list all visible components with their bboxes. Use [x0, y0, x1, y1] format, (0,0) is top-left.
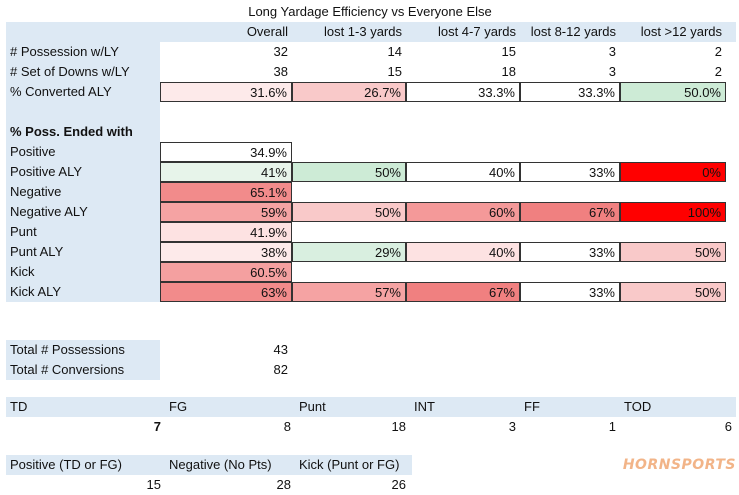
- data-cell: 33.3%: [520, 82, 620, 102]
- outcome-value: 6: [724, 419, 732, 434]
- row-label: Punt ALY: [6, 242, 160, 262]
- outcome-label: TD: [10, 399, 28, 414]
- row-label: % Converted ALY: [6, 82, 160, 102]
- outcome-label: FG: [169, 399, 188, 414]
- data-cell: 67%: [520, 202, 620, 222]
- summary-label: Kick (Punt or FG): [299, 457, 400, 472]
- data-cell: 33%: [520, 162, 620, 182]
- data-cell: 3: [520, 42, 620, 62]
- data-cell: 50%: [292, 162, 406, 182]
- sheet-title: Long Yardage Efficiency vs Everyone Else: [248, 4, 492, 19]
- data-cell: 2: [620, 42, 726, 62]
- outcome-label: INT: [414, 399, 435, 414]
- data-cell: 15: [406, 42, 520, 62]
- column-header: lost >12 yards: [640, 24, 722, 39]
- outcome-label: FF: [524, 399, 540, 414]
- section-header: % Poss. Ended with: [6, 122, 160, 142]
- data-cell: 67%: [406, 282, 520, 302]
- hornsports-logo: HORNSPORTS: [622, 457, 736, 473]
- data-cell: 65.1%: [160, 182, 292, 202]
- summary-value: 26: [391, 477, 406, 492]
- row-label: Positive: [6, 142, 160, 162]
- data-cell: 31.6%: [160, 82, 292, 102]
- row-label: # Set of Downs w/LY: [6, 62, 160, 82]
- outcome-label: TOD: [624, 399, 652, 414]
- data-cell: 41%: [160, 162, 292, 182]
- column-header: lost 8-12 yards: [530, 24, 616, 39]
- data-cell: 34.9%: [160, 142, 292, 162]
- total-value: 43: [273, 342, 288, 357]
- outcome-label: Punt: [299, 399, 326, 414]
- header-row-background: [6, 22, 736, 42]
- outcome-value: 18: [391, 419, 406, 434]
- summary-label: Positive (TD or FG): [10, 457, 122, 472]
- row-label: Negative ALY: [6, 202, 160, 222]
- data-cell: 14: [292, 42, 406, 62]
- outcome-value: 1: [608, 419, 616, 434]
- data-cell: 63%: [160, 282, 292, 302]
- outcome-value: 7: [153, 419, 161, 434]
- row-label: Kick: [6, 262, 160, 282]
- total-value: 82: [273, 362, 288, 377]
- data-cell: 40%: [406, 242, 520, 262]
- data-cell: 50%: [620, 282, 726, 302]
- data-cell: 38%: [160, 242, 292, 262]
- row-label: Negative: [6, 182, 160, 202]
- column-header: lost 1-3 yards: [323, 24, 402, 39]
- label-column-spacer: [6, 102, 160, 122]
- total-label: Total # Conversions: [6, 360, 160, 380]
- data-cell: 50%: [620, 242, 726, 262]
- data-cell: 38: [160, 62, 292, 82]
- total-label: Total # Possessions: [6, 340, 160, 360]
- data-cell: 18: [406, 62, 520, 82]
- column-header: Overall: [246, 24, 288, 39]
- data-cell: 60.5%: [160, 262, 292, 282]
- data-cell: 32: [160, 42, 292, 62]
- column-header: lost 4-7 yards: [437, 24, 516, 39]
- summary-header-background: [6, 455, 412, 475]
- data-cell: 59%: [160, 202, 292, 222]
- data-cell: 33%: [520, 282, 620, 302]
- data-cell: 41.9%: [160, 222, 292, 242]
- data-cell: 3: [520, 62, 620, 82]
- row-label: # Possession w/LY: [6, 42, 160, 62]
- data-cell: 33%: [520, 242, 620, 262]
- data-cell: 2: [620, 62, 726, 82]
- outcome-header-background: [6, 397, 736, 417]
- data-cell: 57%: [292, 282, 406, 302]
- data-cell: 26.7%: [292, 82, 406, 102]
- data-cell: 40%: [406, 162, 520, 182]
- row-label: Positive ALY: [6, 162, 160, 182]
- summary-label: Negative (No Pts): [169, 457, 272, 472]
- data-cell: 33.3%: [406, 82, 520, 102]
- outcome-value: 8: [283, 419, 291, 434]
- data-cell: 60%: [406, 202, 520, 222]
- summary-value: 28: [276, 477, 291, 492]
- row-label: Kick ALY: [6, 282, 160, 302]
- data-cell: 50%: [292, 202, 406, 222]
- outcome-value: 3: [508, 419, 516, 434]
- data-cell: 29%: [292, 242, 406, 262]
- data-cell: 100%: [620, 202, 726, 222]
- data-cell: 50.0%: [620, 82, 726, 102]
- summary-value: 15: [146, 477, 161, 492]
- data-cell: 15: [292, 62, 406, 82]
- row-label: Punt: [6, 222, 160, 242]
- data-cell: 0%: [620, 162, 726, 182]
